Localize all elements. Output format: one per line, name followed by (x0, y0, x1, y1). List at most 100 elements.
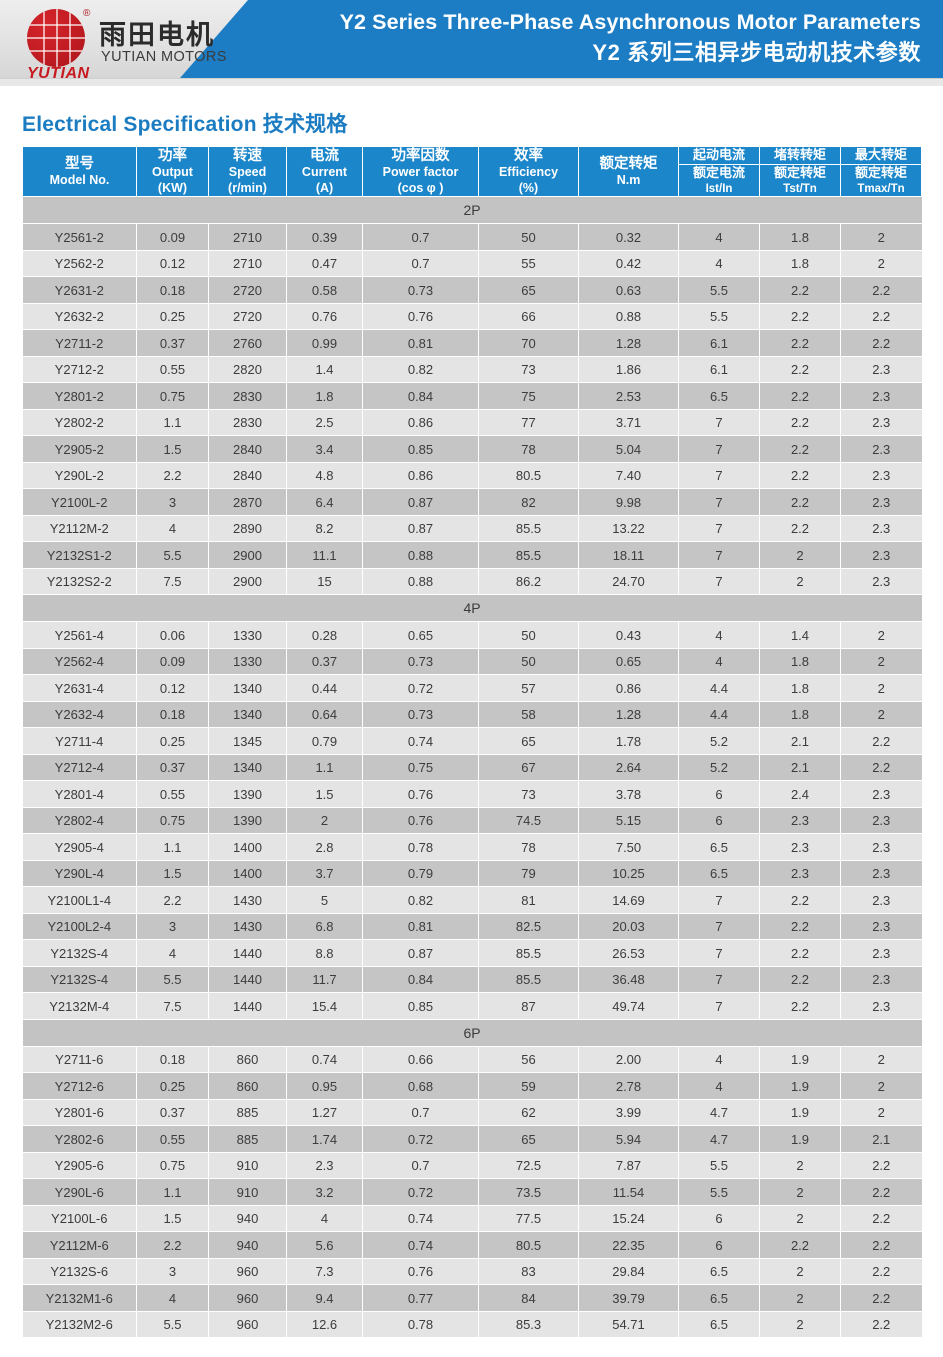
table-cell: 11.1 (286, 541, 363, 569)
table-cell: 2.2 (759, 488, 841, 516)
table-cell: 2.3 (840, 992, 922, 1020)
table-cell: 2.2 (840, 1205, 922, 1233)
table-cell: 6 (678, 807, 760, 835)
col-header-ist-in: 额定电流 Ist/In (678, 163, 760, 198)
table-cell: 77.5 (478, 1205, 579, 1233)
table-cell: 2.2 (759, 966, 841, 994)
table-cell: 4 (286, 1205, 363, 1233)
table-row: Y2100L-6 1.5 940 4 0.74 77.5 15.24 6 2 2.2 (22, 1205, 922, 1233)
col-header-ist-in-cn: 额定电流 (692, 165, 745, 181)
table-cell: 2.2 (759, 886, 841, 914)
table-cell: 50 (478, 648, 579, 676)
page-title-en: Y2 Series Three-Phase Asynchronous Motor… (339, 10, 921, 34)
table-cell: 0.25 (136, 727, 209, 755)
table-cell: 1.9 (759, 1099, 841, 1127)
table-cell: 62 (478, 1099, 579, 1127)
table-cell: 2710 (208, 250, 287, 278)
table-cell: 2760 (208, 329, 287, 357)
table-cell: 3 (136, 488, 209, 516)
table-cell: 0.65 (578, 648, 679, 676)
table-cell: 70 (478, 329, 579, 357)
table-row: Y2562-4 0.09 1330 0.37 0.73 50 0.65 4 1.8 2 (22, 648, 922, 676)
table-cell: 6.8 (286, 913, 363, 941)
table-cell: 0.06 (136, 621, 209, 649)
cell-model-no: Y2631-2 (22, 276, 137, 304)
table-cell: 960 (208, 1311, 287, 1339)
col-header-output: 功率 Output (KW) (136, 145, 209, 198)
cell-model-no: Y2100L-6 (22, 1205, 137, 1233)
table-cell: 0.79 (362, 860, 479, 888)
table-cell: 0.18 (136, 276, 209, 304)
spec-table-wrap: 型号 Model No. 功率 Output (KW) 转速 Speed (r/… (22, 145, 922, 1339)
section-title: Electrical Specification 技术规格 (22, 108, 943, 138)
table-cell: 2 (840, 1099, 922, 1127)
cell-model-no: Y2905-2 (22, 435, 137, 463)
table-cell: 7 (678, 409, 760, 437)
cell-model-no: Y290L-6 (22, 1178, 137, 1206)
table-cell: 0.12 (136, 674, 209, 702)
col-header-rated-torque: 额定转矩 N.m (578, 145, 679, 198)
table-cell: 2.2 (840, 754, 922, 782)
table-cell: 2.3 (840, 435, 922, 463)
table-cell: 6.5 (678, 1311, 760, 1339)
table-cell: 2.3 (840, 939, 922, 967)
cell-model-no: Y2112M-6 (22, 1231, 137, 1259)
table-cell: 5.5 (136, 966, 209, 994)
table-cell: 940 (208, 1205, 287, 1233)
table-cell: 0.37 (286, 648, 363, 676)
table-cell: 2.2 (840, 1178, 922, 1206)
table-cell: 0.39 (286, 223, 363, 251)
table-cell: 2820 (208, 356, 287, 384)
table-cell: 4 (678, 621, 760, 649)
table-cell: 7.5 (136, 568, 209, 596)
col-header-speed-en: Speed (228, 165, 267, 180)
table-cell: 1440 (208, 992, 287, 1020)
table-cell: 15 (286, 568, 363, 596)
table-cell: 2 (840, 621, 922, 649)
table-cell: 0.78 (362, 833, 479, 861)
table-cell: 0.12 (136, 250, 209, 278)
col-header-current: 电流 Current (A) (286, 145, 363, 198)
table-cell: 6.5 (678, 382, 760, 410)
table-cell: 0.73 (362, 701, 479, 729)
col-header-efficiency-en: Efficiency (498, 165, 559, 180)
table-cell: 1390 (208, 807, 287, 835)
table-cell: 82 (478, 488, 579, 516)
table-cell: 78 (478, 833, 579, 861)
table-cell: 1.9 (759, 1125, 841, 1153)
col-header-starting-current: 起动电流 (678, 146, 760, 165)
table-cell: 7 (678, 462, 760, 490)
table-cell: 0.76 (362, 1258, 479, 1286)
col-header-rated-torque-unit: N.m (616, 172, 641, 187)
section-title-en: Electrical Specification (22, 113, 257, 136)
table-cell: 1.8 (759, 701, 841, 729)
table-row: Y2711-2 0.37 2760 0.99 0.81 70 1.28 6.1 2.2 2.2 (22, 329, 922, 357)
table-row: Y2905-6 0.75 910 2.3 0.7 72.5 7.87 5.5 2 2.2 (22, 1152, 922, 1180)
cell-model-no: Y290L-4 (22, 860, 137, 888)
table-cell: 0.76 (362, 780, 479, 808)
table-cell: 4 (678, 250, 760, 278)
table-cell: 4 (136, 1284, 209, 1312)
table-cell: 7.5 (136, 992, 209, 1020)
table-cell: 2.2 (840, 329, 922, 357)
table-cell: 2.2 (840, 1258, 922, 1286)
table-cell: 1340 (208, 701, 287, 729)
company-name-en: YUTIAN MOTORS (101, 49, 227, 65)
table-cell: 0.09 (136, 648, 209, 676)
table-cell: 2.2 (759, 329, 841, 357)
cell-model-no: Y2711-2 (22, 329, 137, 357)
table-cell: 0.74 (362, 1205, 479, 1233)
cell-model-no: Y2112M-2 (22, 515, 137, 543)
table-cell: 2 (759, 541, 841, 569)
table-cell: 85.3 (478, 1311, 579, 1339)
table-cell: 59 (478, 1072, 579, 1100)
table-cell: 22.35 (578, 1231, 679, 1259)
table-cell: 0.78 (362, 1311, 479, 1339)
table-cell: 5.2 (678, 727, 760, 755)
table-cell: 2.3 (759, 833, 841, 861)
table-cell: 2.3 (840, 860, 922, 888)
table-cell: 8.8 (286, 939, 363, 967)
yutian-globe-logo-icon (27, 9, 89, 71)
table-cell: 6.1 (678, 356, 760, 384)
table-cell: 2.2 (840, 1311, 922, 1339)
